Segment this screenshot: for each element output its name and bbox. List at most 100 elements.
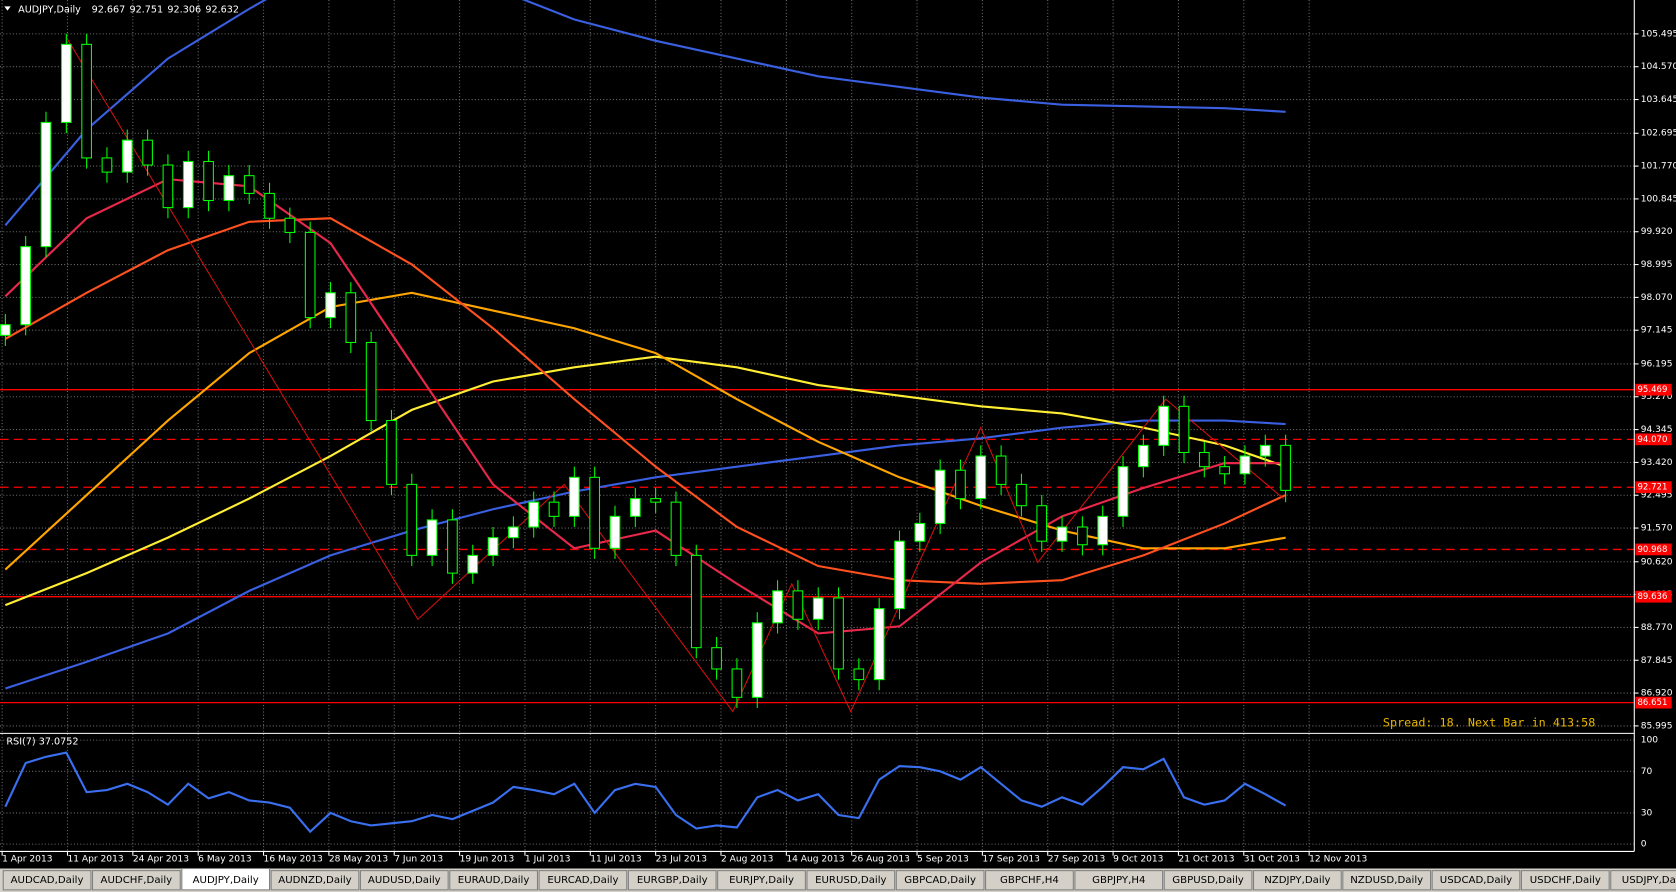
candle-body (406, 483, 418, 556)
tab-label[interactable]: GBPCHF,H4 (1000, 875, 1059, 886)
candle-body (1138, 444, 1149, 468)
tab-label[interactable]: GBPCAD,Daily (904, 875, 976, 886)
tab-label[interactable]: EURUSD,Daily (815, 875, 886, 886)
candle-body (386, 419, 397, 485)
y-tick-label: 96.195 (1641, 359, 1673, 369)
tab[interactable] (1163, 870, 1253, 891)
candle-body (40, 121, 52, 248)
tab-label[interactable]: AUDCAD,Daily (11, 875, 84, 886)
candle-body (304, 231, 316, 319)
candle-body (1117, 466, 1129, 517)
header-ohlc: 92.306 (167, 5, 201, 16)
candle-body (182, 160, 194, 209)
tab-label[interactable]: AUDJPY,Daily (193, 875, 259, 886)
candle-body (203, 160, 214, 202)
tab[interactable] (91, 870, 181, 891)
candle-body (1178, 405, 1190, 454)
tab[interactable] (1342, 870, 1432, 891)
tab[interactable] (717, 870, 806, 891)
tab[interactable] (1431, 870, 1521, 891)
tab[interactable] (985, 870, 1074, 891)
y-tick-label: 94.345 (1641, 425, 1673, 435)
x-tick-label: 11 Jul 2013 (590, 854, 642, 864)
candle-body (690, 554, 702, 649)
candle-body (853, 668, 865, 681)
symbol: AUDJPY,Daily (18, 5, 81, 16)
x-tick-label: 16 May 2013 (264, 854, 323, 864)
tab-label[interactable]: EURCAD,Daily (547, 875, 618, 886)
tab-label[interactable]: AUDUSD,Daily (368, 875, 441, 886)
moving-average (4, 291, 1286, 571)
candle-body (1280, 444, 1291, 491)
candle-body (243, 175, 255, 194)
candle-body (142, 139, 153, 166)
y-tick-label: 98.070 (1641, 293, 1673, 303)
tab-bar: AUDCAD,Daily AUDCHF,Daily AUDJPY,Daily AUDN… (0, 867, 1676, 892)
tab-label[interactable]: AUDNZD,Daily (278, 875, 351, 886)
candle-body (934, 469, 946, 524)
y-tick-label: 85.995 (1641, 721, 1673, 731)
candle-body (284, 217, 296, 233)
menu-arrow[interactable] (4, 6, 11, 11)
x-tick-label: 24 Apr 2013 (133, 854, 189, 864)
tab-label[interactable]: GBPUSD,Daily (1172, 875, 1244, 886)
candle-body (487, 537, 499, 556)
tab[interactable] (270, 870, 360, 891)
header-ohlc: 92.667 (92, 5, 126, 16)
level-label: 95.469 (1637, 385, 1667, 395)
spread-info: Spread: 18. Next Bar in 413:58 (1383, 716, 1595, 730)
tab-label[interactable]: AUDCHF,Daily (101, 875, 173, 886)
tab[interactable] (895, 870, 985, 891)
candle-body (223, 175, 235, 202)
tab[interactable] (806, 870, 896, 891)
y-tick-label: 104.570 (1641, 62, 1676, 72)
candle-body (792, 590, 804, 620)
x-tick-label: 31 Oct 2013 (1244, 854, 1300, 864)
tab[interactable] (1252, 870, 1342, 891)
candle-body (629, 498, 641, 517)
moving-average (4, 178, 1286, 635)
x-tick-label: 17 Sep 2013 (982, 854, 1040, 864)
tab-label[interactable]: NZDJPY,Daily (1264, 875, 1330, 886)
header-ohlc: 92.751 (130, 5, 164, 16)
y-tick-label: 100.845 (1641, 194, 1676, 204)
candle-body (365, 341, 377, 422)
tab-label[interactable]: EURGBP,Daily (637, 875, 708, 886)
tab-label[interactable]: GBPJPY,H4 (1092, 875, 1145, 886)
tab[interactable] (1520, 870, 1610, 891)
rsi-tick-label: 30 (1641, 808, 1653, 818)
tab-label[interactable]: USDJPY,Daily (1622, 875, 1676, 886)
candle-body (609, 515, 621, 549)
price-pane (0, 0, 1635, 733)
tab-label[interactable]: EURJPY,Daily (729, 875, 794, 886)
y-tick-label: 105.495 (1641, 29, 1676, 39)
tab[interactable] (1074, 870, 1164, 891)
tab-label[interactable]: USDCAD,Daily (1440, 875, 1512, 886)
tab[interactable] (359, 870, 449, 891)
candle-body (1036, 505, 1048, 542)
x-tick-label: 5 Sep 2013 (917, 854, 969, 864)
tab[interactable] (2, 870, 92, 891)
moving-average (5, 419, 1286, 690)
tab-label[interactable]: EURAUD,Daily (458, 875, 530, 886)
tab-label[interactable]: NZDUSD,Daily (1350, 875, 1423, 886)
x-tick-label: 1 Apr 2013 (2, 854, 53, 864)
tab-label[interactable]: USDCHF,Daily (1530, 875, 1601, 886)
level-label-box (1635, 481, 1672, 494)
candle-body (1219, 466, 1230, 475)
candle-body (975, 455, 987, 500)
x-tick-label: 27 Sep 2013 (1048, 854, 1106, 864)
active-tab[interactable] (181, 867, 271, 891)
tab[interactable] (1610, 870, 1676, 891)
x-tick-label: 26 Aug 2013 (852, 854, 910, 864)
axes: 105.495 104.570 103.645 102.695 101.770 100.8… (1, 29, 1676, 864)
tab[interactable] (449, 870, 538, 891)
tab[interactable] (627, 870, 717, 891)
y-tick-label: 93.420 (1641, 458, 1673, 468)
tab[interactable] (538, 870, 628, 891)
rsi-tick-label: 70 (1641, 767, 1653, 777)
y-tick-label: 91.570 (1641, 524, 1673, 534)
x-tick-label: 28 May 2013 (329, 854, 388, 864)
candle-body (833, 597, 844, 670)
